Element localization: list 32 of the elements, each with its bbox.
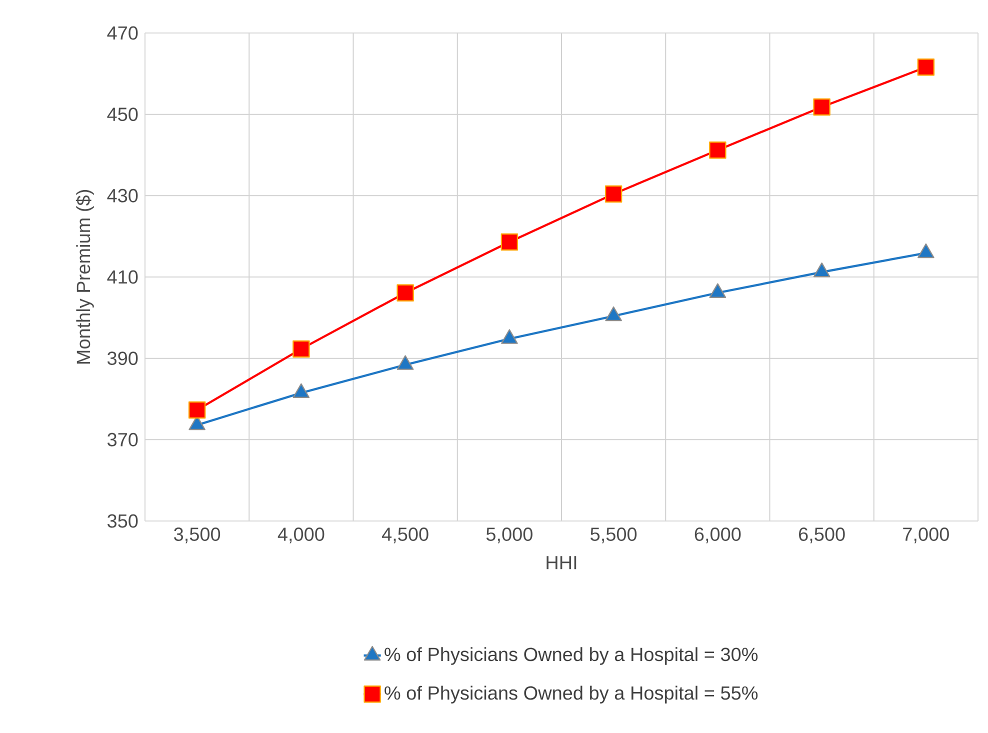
x-axis-title: HHI [546,556,576,570]
legend-label: % of Physicians Owned by a Hospital = 30% [384,647,758,665]
point [813,262,830,278]
y-tick-label: 450 [107,108,138,122]
point [604,185,622,203]
x-tick-label: 7,000 [903,528,949,544]
point [813,98,830,116]
x-tick-label: 3,500 [174,528,220,544]
legend-label: % of Physicians Owned by a Hospital = 55% [384,686,758,704]
y-tick-label: 370 [107,432,138,446]
point [501,329,518,344]
point [917,58,935,76]
y-tick-label: 410 [107,270,138,284]
x-tick-label: 5,000 [486,528,532,544]
y-tick-label: 470 [107,26,138,40]
point [605,306,622,322]
x-tick-label: 5,500 [590,528,637,544]
y-axis-title: Monthly Premium ($) [76,190,94,364]
point [709,283,726,298]
x-tick-label: 6,000 [694,528,741,544]
y-tick-label: 350 [107,514,138,528]
point [396,355,414,370]
point [292,383,310,398]
y-tick-label: 390 [107,352,138,366]
point [709,142,726,159]
point [500,233,518,251]
x-tick-label: 4,500 [382,528,428,544]
point [396,284,414,302]
y-tick-label: 430 [107,188,138,202]
x-tick-label: 6,500 [798,528,845,544]
x-tick-label: 4,000 [278,528,324,544]
point [918,243,934,258]
